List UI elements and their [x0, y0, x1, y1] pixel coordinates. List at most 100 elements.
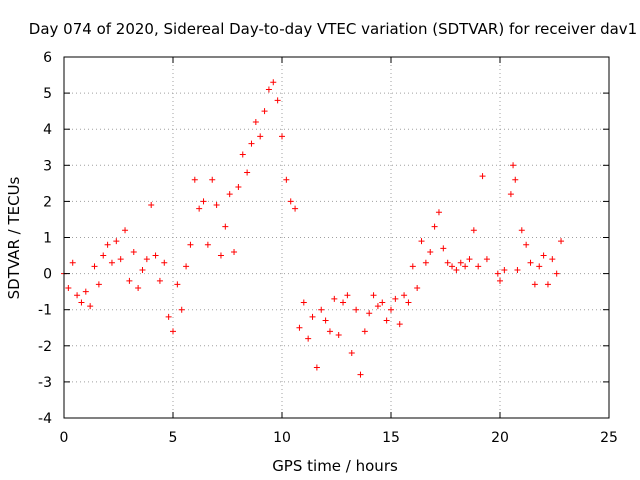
- data-point: [165, 313, 172, 320]
- data-point: [69, 259, 76, 266]
- data-point: [283, 176, 290, 183]
- data-point: [331, 295, 338, 302]
- data-point: [252, 118, 259, 125]
- x-tick-label: 25: [600, 430, 618, 446]
- data-point: [466, 256, 473, 263]
- data-point: [135, 285, 142, 292]
- data-point: [100, 252, 107, 259]
- data-point: [174, 281, 181, 288]
- data-point: [405, 299, 412, 306]
- data-point: [87, 303, 94, 310]
- data-point: [309, 313, 316, 320]
- data-point: [82, 288, 89, 295]
- data-point: [374, 303, 381, 310]
- data-point: [143, 256, 150, 263]
- y-tick-label: 6: [43, 50, 52, 66]
- data-point: [531, 281, 538, 288]
- y-tick-label: -2: [38, 339, 52, 355]
- data-point: [435, 209, 442, 216]
- y-tick-label: 4: [43, 122, 52, 138]
- data-point: [226, 191, 233, 198]
- data-point: [479, 173, 486, 180]
- data-point: [178, 306, 185, 313]
- data-point: [497, 277, 503, 284]
- data-point: [409, 263, 416, 270]
- data-point: [191, 176, 198, 183]
- data-point: [392, 295, 399, 302]
- data-point: [170, 328, 176, 335]
- data-point: [507, 191, 514, 198]
- data-point: [139, 266, 146, 273]
- data-point: [518, 227, 525, 234]
- data-point: [161, 259, 168, 266]
- y-tick-label: 3: [43, 158, 52, 174]
- data-point: [279, 133, 285, 140]
- data-point: [196, 205, 203, 212]
- data-point: [108, 259, 115, 266]
- data-point: [292, 205, 299, 212]
- data-point: [257, 133, 264, 140]
- data-point: [91, 263, 98, 270]
- data-point: [117, 256, 124, 263]
- data-point: [95, 281, 102, 288]
- chart-title: Day 074 of 2020, Sidereal Day-to-day VTE…: [29, 20, 637, 38]
- data-point: [470, 227, 477, 234]
- data-point: [348, 350, 355, 357]
- y-tick-label: -1: [38, 303, 52, 319]
- data-point: [126, 277, 133, 284]
- data-point: [523, 241, 530, 248]
- data-point: [261, 108, 268, 115]
- data-point: [235, 183, 242, 190]
- data-point: [414, 285, 421, 292]
- data-point: [418, 238, 425, 245]
- x-tick-label: 15: [382, 430, 400, 446]
- data-point: [148, 202, 155, 209]
- data-point: [510, 162, 517, 169]
- data-point: [265, 86, 272, 93]
- data-point: [353, 306, 360, 313]
- data-point: [383, 317, 390, 324]
- data-point: [244, 169, 251, 176]
- y-tick-label: 2: [43, 194, 52, 210]
- data-point: [553, 270, 560, 277]
- axes-layer: 0 5 10 15 20 25 -4 -3 -2 -1 0 1 2 3 4 5 6: [38, 50, 618, 446]
- data-point: [453, 266, 460, 273]
- data-point: [213, 202, 220, 209]
- data-point: [549, 256, 556, 263]
- x-tick-label: 10: [273, 430, 291, 446]
- data-point: [357, 371, 364, 378]
- data-point: [335, 331, 342, 338]
- data-point: [340, 299, 347, 306]
- data-point: [527, 259, 534, 266]
- y-tick-label: 0: [43, 267, 52, 283]
- data-point: [344, 292, 351, 299]
- data-point: [322, 317, 329, 324]
- data-point: [152, 252, 159, 259]
- series-sdtvar: [61, 79, 565, 378]
- data-point: [183, 263, 190, 270]
- data-point: [209, 176, 216, 183]
- data-point: [396, 321, 403, 328]
- data-point: [270, 79, 277, 86]
- data-point: [78, 299, 85, 306]
- data-point: [274, 97, 281, 104]
- data-point: [536, 263, 543, 270]
- data-point: [231, 248, 238, 255]
- x-axis-label: GPS time / hours: [272, 457, 398, 475]
- data-point: [540, 252, 547, 259]
- y-tick-label: -3: [38, 375, 52, 391]
- data-point: [444, 259, 451, 266]
- data-point: [104, 241, 111, 248]
- data-point: [326, 328, 333, 335]
- data-point: [239, 151, 246, 158]
- data-point: [457, 259, 464, 266]
- data-point: [401, 292, 408, 299]
- data-point: [431, 223, 438, 230]
- y-tick-label: 1: [43, 231, 52, 247]
- y-axis-label: SDTVAR / TECUs: [5, 176, 23, 299]
- data-point: [217, 252, 224, 259]
- data-point: [514, 266, 521, 273]
- data-point: [204, 241, 211, 248]
- data-point: [122, 227, 129, 234]
